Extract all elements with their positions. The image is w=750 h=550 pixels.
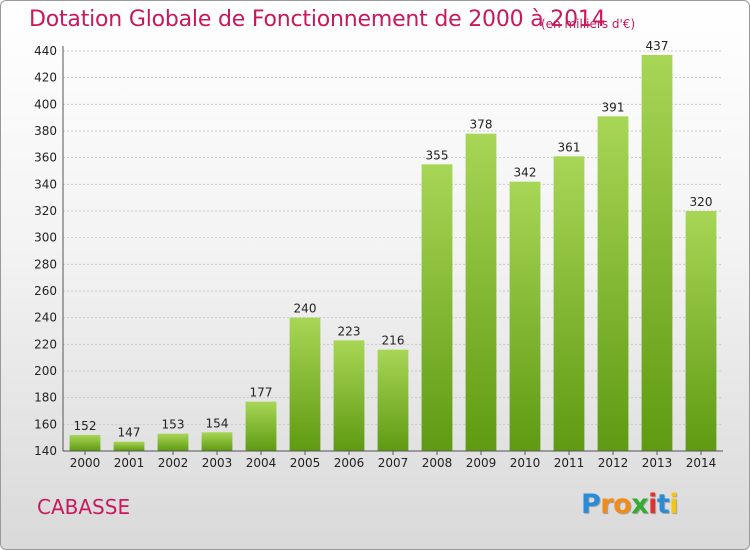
x-tick-label: 2008 [422, 456, 453, 470]
y-tick-label: 220 [34, 337, 57, 351]
bar [465, 133, 497, 451]
y-tick-label: 180 [34, 391, 57, 405]
commune-name: CABASSE [37, 495, 131, 519]
bars: 152 147 153 154 177 240 223 216 355 378 342 361 391 4… [69, 39, 717, 452]
value-label: 177 [250, 386, 273, 400]
x-tick-label: 2003 [202, 456, 233, 470]
chart-title: Dotation Globale de Fonctionnement de 20… [29, 7, 606, 32]
logo-letter: r [600, 489, 614, 520]
x-tick-label: 2006 [334, 456, 365, 470]
value-label: 216 [382, 334, 405, 348]
value-label: 320 [690, 195, 713, 209]
logo-letter: o [613, 489, 632, 520]
y-tick-label: 240 [34, 311, 57, 325]
bar [685, 211, 717, 451]
y-tick-label: 340 [34, 177, 57, 191]
x-tick-label: 2001 [114, 456, 145, 470]
value-label: 361 [558, 140, 581, 154]
value-label: 152 [74, 419, 97, 433]
bar [201, 432, 233, 451]
bar [289, 317, 321, 451]
x-tick-label: 2005 [290, 456, 321, 470]
y-tick-label: 320 [34, 204, 57, 218]
value-label: 240 [294, 302, 317, 316]
y-tick-label: 420 [34, 71, 57, 85]
y-tick-label: 160 [34, 417, 57, 431]
bar [157, 433, 189, 451]
x-tick-label: 2002 [158, 456, 189, 470]
y-tick-label: 260 [34, 284, 57, 298]
logo-letter: x [631, 489, 649, 520]
proxiti-logo: Proxiti [581, 489, 679, 520]
x-tick-label: 2007 [378, 456, 409, 470]
y-tick-label: 280 [34, 257, 57, 271]
logo-letter: P [581, 489, 601, 520]
gridlines [63, 50, 723, 452]
axes: 140 160 180 200 220 240 260 280 300 320 340 360 380 4… [34, 44, 723, 470]
y-tick-label: 360 [34, 151, 57, 165]
bar [113, 441, 145, 451]
x-tick-label: 2010 [510, 456, 541, 470]
value-label: 342 [514, 166, 537, 180]
x-tick-label: 2000 [70, 456, 101, 470]
x-tick-label: 2012 [598, 456, 629, 470]
logo-letter: i [669, 489, 679, 520]
chart-subtitle: (en milliers d'€) [541, 17, 636, 31]
y-tick-label: 440 [34, 44, 57, 58]
logo-letter: t [656, 489, 670, 520]
bar [641, 55, 673, 451]
logo-letter: i [648, 489, 657, 520]
y-tick-label: 200 [34, 364, 57, 378]
value-label: 355 [426, 148, 449, 162]
y-tick-label: 380 [34, 124, 57, 138]
bar [333, 340, 365, 451]
bar [421, 164, 453, 452]
value-label: 154 [206, 416, 229, 430]
bar [69, 435, 101, 451]
bar [597, 116, 629, 451]
x-tick-label: 2004 [246, 456, 277, 470]
x-tick-label: 2014 [686, 456, 717, 470]
x-tick-label: 2011 [554, 456, 585, 470]
x-tick-label: 2013 [642, 456, 673, 470]
x-tick-label: 2009 [466, 456, 497, 470]
y-tick-label: 140 [34, 444, 57, 458]
bar [553, 156, 585, 452]
y-tick-label: 300 [34, 231, 57, 245]
value-label: 437 [646, 39, 669, 53]
value-label: 378 [470, 118, 493, 132]
value-label: 223 [338, 324, 361, 338]
value-label: 391 [602, 100, 625, 114]
bar [509, 181, 541, 451]
bar [377, 349, 409, 451]
value-label: 153 [162, 418, 185, 432]
y-tick-label: 400 [34, 97, 57, 111]
value-label: 147 [118, 426, 141, 440]
bar [245, 401, 277, 451]
